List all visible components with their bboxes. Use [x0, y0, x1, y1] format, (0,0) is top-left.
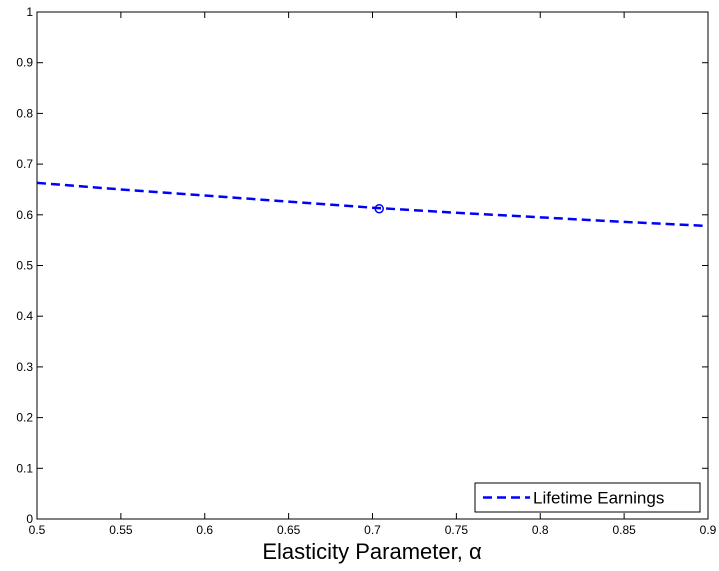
- y-tick-label: 0.9: [16, 56, 33, 70]
- data-line: [36, 181, 709, 228]
- x-tick-label: 0.55: [109, 523, 133, 537]
- legend-label: Lifetime Earnings: [533, 489, 664, 508]
- y-tick-label: 0: [26, 512, 33, 526]
- x-tick-label: 0.85: [612, 523, 636, 537]
- y-tick-label: 0.3: [16, 360, 33, 374]
- y-tick-label: 0.1: [16, 461, 33, 475]
- x-tick-label: 0.6: [196, 523, 213, 537]
- y-tick-label: 0.2: [16, 411, 33, 425]
- x-tick-label: 0.65: [277, 523, 301, 537]
- x-tick-label: 0.9: [700, 523, 717, 537]
- x-tick-label: 0.7: [364, 523, 381, 537]
- y-tick-label: 0.7: [16, 157, 33, 171]
- y-tick-label: 0.5: [16, 259, 33, 273]
- y-tick-label: 0.6: [16, 208, 33, 222]
- y-tick-label: 1: [26, 5, 33, 19]
- x-axis-label: Elasticity Parameter, α: [262, 539, 482, 564]
- data-point: [374, 203, 384, 214]
- plot-area: [36, 11, 709, 520]
- y-tick-label: 0.8: [16, 106, 33, 120]
- x-tick-label: 0.75: [445, 523, 469, 537]
- y-tick-label: 0.4: [16, 309, 33, 323]
- x-tick-label: 0.5: [29, 523, 46, 537]
- x-tick-label: 0.8: [532, 523, 549, 537]
